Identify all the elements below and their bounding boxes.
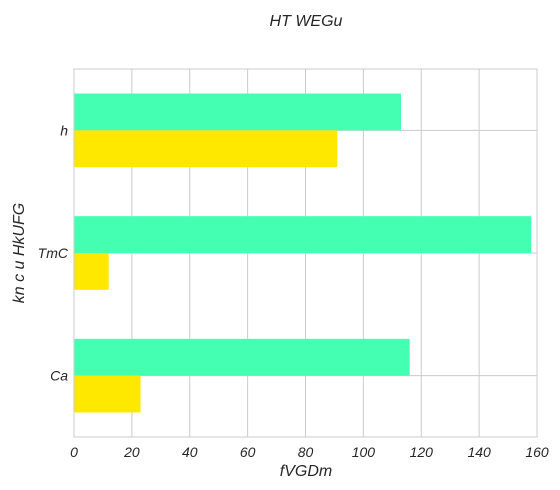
bar-ca-series-1 — [74, 338, 410, 376]
bars — [74, 93, 532, 413]
chart-title: HT WEGu — [270, 13, 343, 30]
y-tick-label: Ca — [50, 368, 68, 384]
bar-h-series-2 — [74, 130, 338, 168]
x-tick-label: 20 — [123, 444, 140, 460]
bar-ca-series-2 — [74, 375, 141, 413]
y-axis-label: kn c u HkUFG — [11, 203, 28, 303]
bar-h-series-1 — [74, 93, 401, 131]
bar-tmc-series-1 — [74, 216, 532, 253]
plot-frame — [73, 68, 538, 438]
x-tick-label: 100 — [352, 444, 376, 460]
x-ticks: 0 20 40 60 80 100 120 140 160 — [70, 444, 549, 460]
x-tick-label: 40 — [182, 444, 198, 460]
bar-tmc-series-2 — [74, 253, 109, 290]
x-tick-label: 80 — [298, 444, 314, 460]
y-tick-label: TmC — [38, 245, 69, 261]
x-axis-label: fVGDm — [280, 463, 332, 480]
x-tick-label: 60 — [240, 444, 256, 460]
x-tick-label: 140 — [467, 444, 491, 460]
x-tick-label: 0 — [70, 444, 78, 460]
x-tick-label: 160 — [525, 444, 549, 460]
y-tick-label: h — [60, 122, 68, 138]
x-tick-label: 120 — [410, 444, 434, 460]
y-ticks: Ca TmC h — [38, 122, 69, 383]
